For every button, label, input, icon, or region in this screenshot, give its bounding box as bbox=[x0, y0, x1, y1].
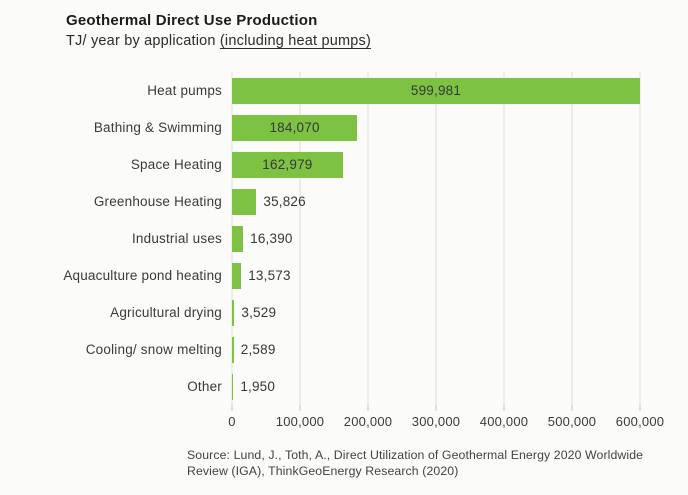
bar-row: Industrial uses 16,390 bbox=[0, 220, 688, 257]
x-tick bbox=[435, 405, 437, 411]
bar bbox=[232, 114, 358, 141]
subtitle-underlined: (including heat pumps) bbox=[219, 33, 371, 49]
gridline bbox=[503, 72, 505, 405]
category-label: Space Heating bbox=[130, 157, 222, 172]
bar bbox=[232, 188, 257, 215]
x-tick bbox=[571, 405, 573, 411]
subtitle-prefix: TJ/ year by application bbox=[66, 33, 220, 49]
value-label: 3,529 bbox=[241, 304, 277, 320]
category-label: Cooling/ snow melting bbox=[85, 342, 222, 357]
source-text: Source: Lund, J., Toth, A., Direct Utili… bbox=[187, 447, 643, 479]
bar-row: Agricultural drying 3,529 bbox=[0, 294, 688, 331]
bar-track: 2,589 bbox=[232, 336, 640, 363]
x-tick-label: 600,000 bbox=[615, 414, 665, 429]
gridline bbox=[571, 72, 573, 405]
category-label: Aquaculture pond heating bbox=[63, 268, 222, 283]
x-tick-label: 300,000 bbox=[411, 414, 461, 429]
bar-row: Heat pumps 599,981 bbox=[0, 72, 688, 109]
value-label: 16,390 bbox=[250, 230, 293, 246]
value-label: 13,573 bbox=[248, 267, 291, 283]
bar-track: 13,573 bbox=[232, 262, 640, 289]
value-label: 184,070 bbox=[269, 119, 320, 135]
bar bbox=[232, 151, 343, 178]
gridline bbox=[299, 72, 301, 405]
category-label: Bathing & Swimming bbox=[93, 120, 222, 135]
page-title: Geothermal Direct Use Production bbox=[66, 12, 318, 29]
category-label: Greenhouse Heating bbox=[93, 194, 222, 209]
bar bbox=[232, 299, 235, 326]
bar bbox=[232, 373, 234, 400]
value-label: 162,979 bbox=[262, 156, 313, 172]
category-label: Industrial uses bbox=[131, 231, 222, 246]
gridline bbox=[435, 72, 437, 405]
bar bbox=[232, 262, 242, 289]
bar-chart: Heat pumps 599,981 Bathing & Swimming 184,0… bbox=[0, 72, 688, 435]
bar-track: 3,529 bbox=[232, 299, 640, 326]
bar-row: Bathing & Swimming 184,070 bbox=[0, 109, 688, 146]
x-tick-label: 0 bbox=[228, 414, 236, 429]
x-tick bbox=[367, 405, 369, 411]
bar-track: 16,390 bbox=[232, 225, 640, 252]
bar-track: 1,950 bbox=[232, 373, 640, 400]
page-subtitle: TJ/ year by application (including heat … bbox=[66, 33, 371, 49]
bar-row: Aquaculture pond heating 13,573 bbox=[0, 257, 688, 294]
bar-row: Space Heating 162,979 bbox=[0, 146, 688, 183]
bar-row: Cooling/ snow melting 2,589 bbox=[0, 331, 688, 368]
x-tick bbox=[299, 405, 301, 411]
x-tick bbox=[503, 405, 505, 411]
bar-rows: Heat pumps 599,981 Bathing & Swimming 184,0… bbox=[0, 72, 688, 405]
bar-row: Greenhouse Heating 35,826 bbox=[0, 183, 688, 220]
chart-header: Geothermal Direct Use Production TJ/ yea… bbox=[66, 12, 371, 49]
category-label: Agricultural drying bbox=[110, 305, 222, 320]
bar-row: Other 1,950 bbox=[0, 368, 688, 405]
bar bbox=[232, 225, 244, 252]
value-label: 1,950 bbox=[240, 378, 276, 394]
bar-track: 162,979 bbox=[232, 151, 640, 178]
source-line-1: Source: Lund, J., Toth, A., Direct Utili… bbox=[187, 448, 644, 462]
gridline bbox=[367, 72, 369, 405]
x-axis: 0 100,000 200,000 300,000 400,000 500,000 600,… bbox=[228, 405, 664, 435]
source-line-2: Review (IGA), ThinkGeoEnergy Research (2… bbox=[187, 464, 459, 479]
category-label: Heat pumps bbox=[147, 83, 222, 98]
bar-track: 184,070 bbox=[232, 114, 640, 141]
gridline bbox=[639, 72, 641, 405]
x-tick bbox=[639, 405, 641, 411]
bar bbox=[232, 77, 640, 104]
x-tick-label: 200,000 bbox=[343, 414, 393, 429]
category-label: Other bbox=[187, 379, 222, 394]
x-tick bbox=[231, 405, 233, 411]
bar-track: 35,826 bbox=[232, 188, 640, 215]
x-tick-label: 100,000 bbox=[275, 414, 325, 429]
bar bbox=[232, 336, 234, 363]
bar-track: 599,981 bbox=[232, 77, 640, 104]
x-tick-label: 400,000 bbox=[479, 414, 529, 429]
plot-area: Heat pumps 599,981 Bathing & Swimming 184,0… bbox=[0, 72, 688, 405]
value-label: 2,589 bbox=[240, 341, 276, 357]
value-label: 35,826 bbox=[263, 193, 306, 209]
x-tick-label: 500,000 bbox=[547, 414, 597, 429]
value-label: 599,981 bbox=[410, 82, 462, 98]
